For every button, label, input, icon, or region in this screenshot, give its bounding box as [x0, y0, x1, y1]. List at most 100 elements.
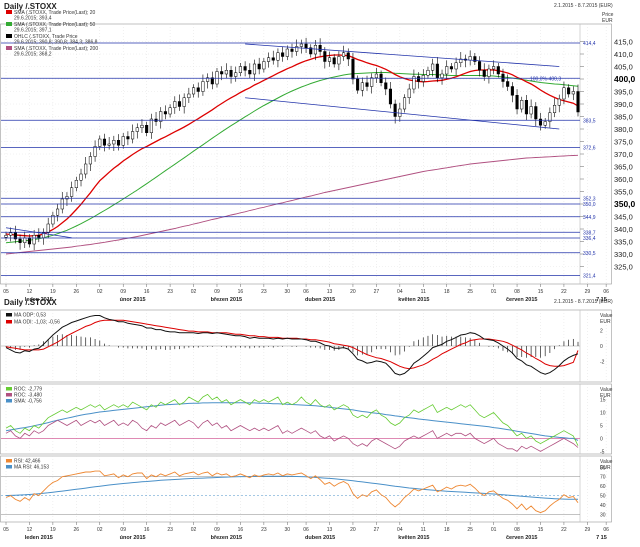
- legend-swatch-1: [6, 22, 12, 26]
- candle-body: [159, 111, 163, 122]
- candle-body: [304, 43, 308, 48]
- price-tick-label: 370,0: [614, 150, 633, 159]
- candle-body: [243, 66, 247, 71]
- bottom-x-tick-label: 04: [397, 527, 403, 533]
- bottom-x-tick-label: 02: [191, 527, 197, 533]
- candle-body: [562, 87, 566, 100]
- x-tick-label: 06: [303, 289, 309, 295]
- candle-body: [346, 52, 350, 60]
- bottom-month-label: duben 2015: [305, 535, 335, 541]
- bottom-x-tick-label: 08: [514, 527, 520, 533]
- candle-body: [23, 237, 27, 243]
- bottom-x-tick-label: 11: [421, 527, 426, 533]
- candle-body: [407, 88, 411, 98]
- bottom-month-label: únor 2015: [120, 535, 146, 541]
- rsi-legend-label: RSI: 42,466: [14, 459, 41, 465]
- x-tick-label: 30: [285, 289, 291, 295]
- candle-body: [257, 63, 261, 70]
- candle-body: [46, 223, 50, 233]
- sma20-line: [5, 54, 579, 237]
- macd-tick-label: 0: [600, 344, 603, 350]
- unit-bottom-label: EUR: [602, 18, 613, 24]
- candle-body: [402, 97, 407, 110]
- candle-body: [384, 82, 388, 90]
- trendline-1: [245, 97, 560, 130]
- roc-tick-label: 10: [600, 411, 606, 417]
- month-label: květen 2015: [398, 297, 429, 303]
- candle-body: [37, 235, 41, 238]
- candle-body: [84, 163, 88, 175]
- candle-body: [229, 70, 233, 77]
- rsi-legend-swatch: [6, 465, 12, 469]
- level-label-5: 350,0: [583, 202, 596, 208]
- candle-body: [116, 140, 121, 146]
- x-tick-label: 01: [491, 289, 497, 295]
- macd-unit-label: EUR: [600, 319, 611, 325]
- candle-body: [271, 57, 275, 61]
- price-tick-label: 395,0: [614, 88, 633, 97]
- candle-body: [332, 57, 336, 65]
- candle-body: [215, 71, 219, 85]
- legend-swatch-2: [6, 34, 12, 38]
- candle-body: [74, 180, 78, 188]
- candle-body: [337, 56, 341, 65]
- price-tick-label: 350,0: [614, 199, 636, 209]
- candle-body: [112, 140, 116, 145]
- candle-body: [281, 52, 285, 57]
- roc-legend-label: ROC: -2,779: [14, 387, 42, 393]
- price-tick-label: 355,0: [614, 188, 633, 197]
- x-tick-label: 23: [167, 289, 173, 295]
- rsi-legend-swatch: [6, 459, 12, 463]
- bottom-x-tick-label: 18: [444, 527, 450, 533]
- legend-detail-1: 29.6.2015; 397,1: [14, 28, 52, 34]
- price-legend: SMA (.STOXX, Trade Price(Last); 2029.6.2…: [6, 10, 98, 58]
- price-tick-label: 390,0: [614, 100, 633, 109]
- candle-body: [201, 81, 205, 92]
- candle-body: [506, 81, 510, 87]
- candle-body: [567, 87, 571, 95]
- level-label-6: 344,9: [583, 215, 596, 221]
- bottom-month-label: 7 15: [596, 535, 607, 541]
- price-tick-label: 360,0: [614, 175, 633, 184]
- bottom-month-label: květen 2015: [398, 535, 429, 541]
- bottom-x-tick-label: 02: [97, 527, 103, 533]
- bottom-x-tick-label: 23: [261, 527, 267, 533]
- level-label-4: 352,3: [583, 196, 596, 202]
- price-axis: 325,0 330,0 335,0 340,0 345,0 350,0 355,0 360,0…: [580, 38, 636, 272]
- candle-body: [482, 70, 486, 77]
- candle-body: [487, 68, 491, 77]
- roc2-line: [5, 419, 579, 452]
- rsi-tick-label: 70: [600, 475, 606, 481]
- x-tick-label: 11: [421, 289, 426, 295]
- candle-body: [365, 82, 369, 87]
- candle-body: [51, 215, 55, 225]
- x-tick-label: 09: [214, 289, 220, 295]
- chart-title: Daily /.STOXX: [4, 2, 57, 11]
- candle-body: [571, 91, 575, 95]
- candle-body: [262, 61, 266, 70]
- rsi-ma-line: [5, 475, 579, 500]
- bottom-x-tick-label: 23: [167, 527, 173, 533]
- candle-body: [524, 100, 528, 115]
- roc1-line: [5, 393, 579, 446]
- candle-body: [417, 76, 421, 82]
- candle-body: [248, 70, 252, 75]
- candle-body: [182, 97, 186, 107]
- rsi-tick-label: 80: [600, 465, 606, 471]
- candle-body: [327, 57, 332, 62]
- candle-body: [510, 86, 514, 96]
- candle-body: [56, 208, 60, 216]
- candle-body: [393, 103, 397, 117]
- candle-body: [145, 125, 149, 133]
- candle-body: [351, 58, 355, 80]
- candle-body: [18, 238, 22, 243]
- roc-legend-swatch: [6, 393, 12, 397]
- bottom-x-tick-label: 09: [214, 527, 220, 533]
- level-label-1: 100,0%-400,3: [530, 76, 561, 82]
- rsi-unit-label: EUR: [600, 465, 611, 471]
- legend-label-2: OHLC (.STOXX, Trade Price: [14, 34, 78, 40]
- candle-body: [492, 66, 496, 70]
- candle-body: [534, 106, 538, 120]
- x-tick-label: 05: [3, 289, 9, 295]
